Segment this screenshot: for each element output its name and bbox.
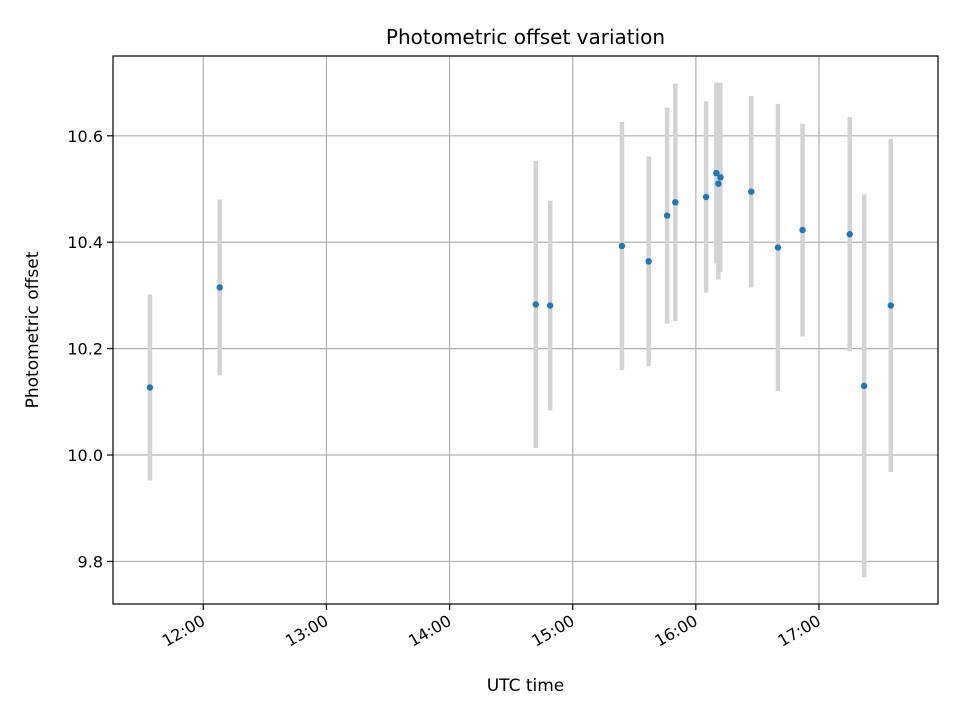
y-tick-label: 10.6 [67,127,103,146]
data-point [713,169,720,177]
data-point [748,188,755,195]
data-point [846,231,853,238]
data-point [672,199,679,206]
data-point [715,180,722,187]
y-tick-label: 10.0 [67,446,103,465]
y-tick-label: 10.2 [67,340,103,359]
data-point [532,301,539,308]
data-point [663,212,671,219]
x-axis-label: UTC time [487,676,565,696]
y-axis-label: Photometric offset [23,251,43,408]
data-point [216,284,223,291]
data-point [546,302,554,309]
chart-title: Photometric offset variation [386,25,665,49]
data-point [860,382,868,390]
data-point [146,384,154,391]
y-axis-ticks: 9.8 10.0 10.2 10.4 10.6 [67,127,113,571]
data-points [146,169,894,391]
data-point [717,174,724,181]
data-point [645,258,652,265]
y-tick-label: 10.4 [67,233,103,252]
data-point [702,193,710,201]
y-tick-label: 9.8 [78,552,103,571]
data-point [887,302,894,309]
plot-frame [112,55,939,605]
data-point [774,244,782,251]
data-point [618,242,626,250]
data-point [799,226,806,234]
